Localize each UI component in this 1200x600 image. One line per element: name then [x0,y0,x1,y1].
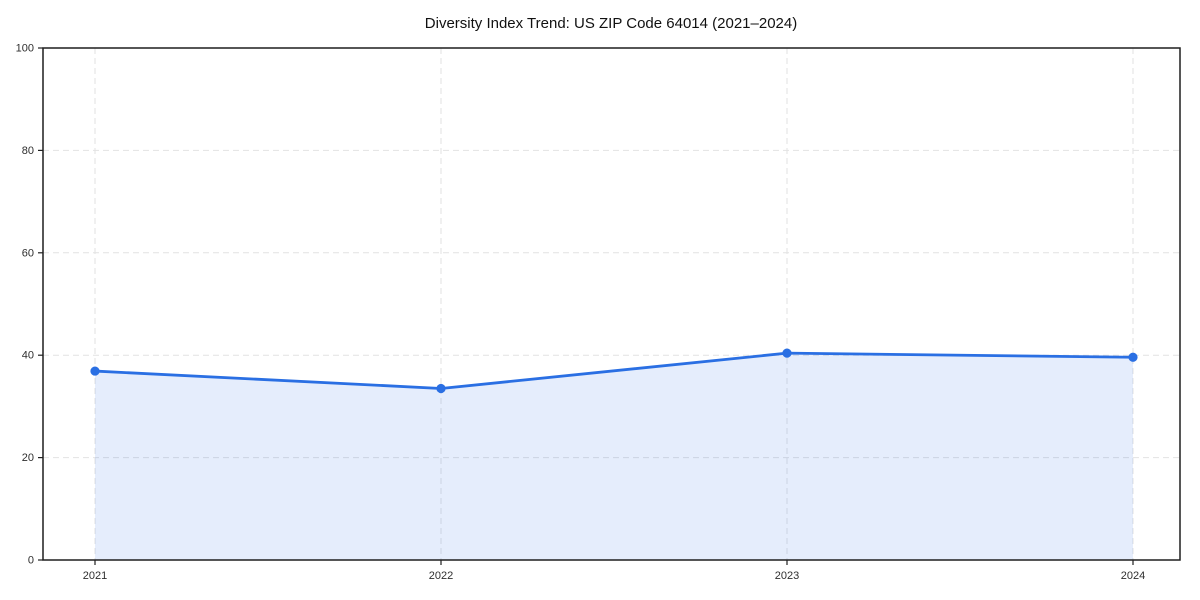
x-tick-label: 2023 [775,570,799,582]
chart-title: Diversity Index Trend: US ZIP Code 64014… [425,15,797,32]
trend-line [93,351,1135,390]
axes: 0 20 40 60 80 100 2021 2022 2023 2024 [16,43,1181,582]
data-point [436,383,446,394]
plot-background [43,48,1180,560]
area-fill [95,353,1133,560]
y-tick-label: 60 [22,247,34,259]
data-point [90,366,100,376]
x-tick-label: 2024 [1121,570,1145,582]
y-tick-label: 20 [22,452,34,464]
gridlines [43,47,1180,560]
data-point [1128,352,1138,362]
x-tick-label: 2022 [429,570,453,582]
y-tick-label: 0 [28,555,34,567]
plot-border [42,47,1181,561]
y-tick-label: 40 [22,350,34,362]
data-point [782,348,792,358]
y-tick-label: 100 [16,43,34,55]
plot-area [43,48,1180,560]
x-tick-label: 2021 [83,570,107,582]
y-tick-label: 80 [22,145,34,157]
series-layer [90,348,1138,560]
